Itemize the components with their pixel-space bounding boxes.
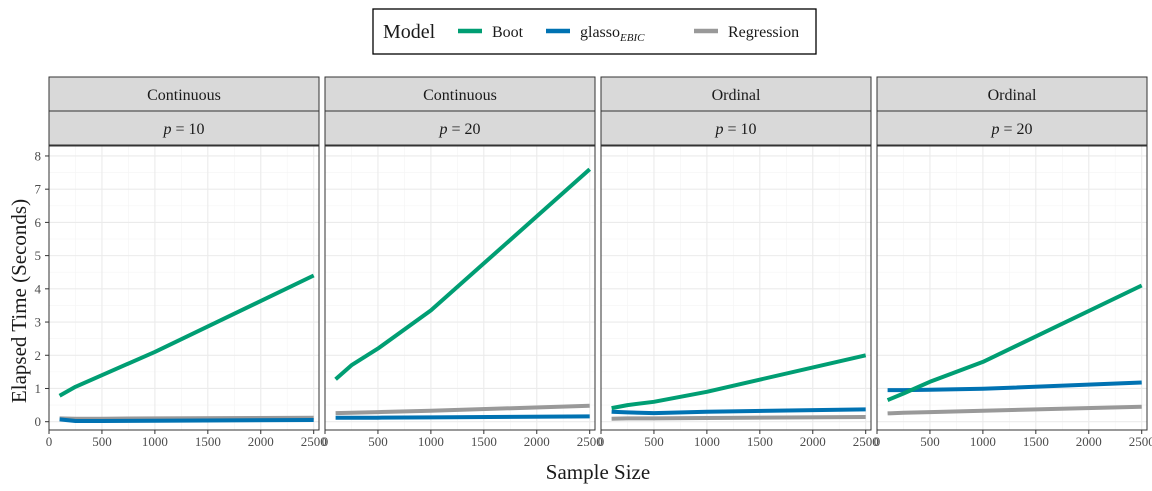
y-tick-label: 6	[35, 215, 42, 230]
legend-label-regression: Regression	[728, 24, 799, 41]
strip-variable: p	[438, 121, 447, 138]
strip-bottom-label: p = 20	[438, 121, 480, 138]
y-tick-label: 7	[35, 182, 42, 197]
x-tick-label: 1500	[1023, 434, 1049, 449]
x-tick-label: 2500	[1129, 434, 1152, 449]
strip-bottom-label: p = 10	[162, 121, 204, 138]
x-tick-label: 500	[368, 434, 388, 449]
x-tick-label: 1000	[142, 434, 168, 449]
x-tick-label: 1500	[747, 434, 773, 449]
strip-value: = 10	[171, 121, 204, 138]
y-axis-title: Elapsed Time (Seconds)	[7, 199, 31, 403]
y-tick-label: 3	[35, 315, 42, 330]
x-tick-label: 0	[322, 434, 329, 449]
x-tick-label: 0	[874, 434, 881, 449]
strip-variable: p	[162, 121, 171, 138]
strip-value: = 20	[999, 121, 1032, 138]
series-line-glasso	[336, 416, 590, 417]
strip-value: = 10	[723, 121, 756, 138]
y-tick-label: 4	[35, 281, 42, 296]
x-tick-label: 0	[598, 434, 605, 449]
x-tick-label: 1000	[418, 434, 444, 449]
series-line-glasso	[60, 419, 314, 421]
strip-bottom-label: p = 10	[714, 121, 756, 138]
x-tick-label: 1500	[471, 434, 497, 449]
x-tick-label: 500	[920, 434, 940, 449]
legend-label-boot: Boot	[492, 24, 524, 41]
y-tick-label: 1	[35, 381, 42, 396]
legend-label-subscript: EBIC	[619, 32, 645, 44]
strip-top-label: Continuous	[423, 87, 497, 104]
x-tick-label: 0	[46, 434, 53, 449]
x-tick-label: 2000	[1076, 434, 1102, 449]
plot-area	[601, 146, 871, 430]
x-tick-label: 1500	[195, 434, 221, 449]
y-tick-label: 5	[35, 248, 42, 263]
y-tick-label: 0	[35, 414, 42, 429]
strip-top-label: Ordinal	[988, 87, 1037, 104]
strip-variable: p	[990, 121, 999, 138]
strip-variable: p	[714, 121, 723, 138]
strip-top-label: Continuous	[147, 87, 221, 104]
x-tick-label: 1000	[970, 434, 996, 449]
facet-panel-4: Ordinal p = 20 0 500 1000 1500 2000 2500	[874, 77, 1152, 449]
strip-top-label: Ordinal	[712, 87, 761, 104]
x-axis-title: Sample Size	[546, 460, 650, 484]
strip-bottom-label: p = 20	[990, 121, 1032, 138]
y-tick-label: 8	[35, 148, 42, 163]
x-tick-label: 500	[644, 434, 664, 449]
x-tick-label: 2000	[800, 434, 826, 449]
x-tick-label: 2000	[524, 434, 550, 449]
series-line-regression	[612, 417, 866, 419]
legend-title: Model	[383, 21, 436, 43]
y-tick-label: 2	[35, 348, 42, 363]
x-tick-label: 500	[92, 434, 112, 449]
plot-area	[325, 146, 595, 430]
plot-area	[49, 146, 319, 430]
strip-value: = 20	[447, 121, 480, 138]
x-tick-label: 2000	[248, 434, 274, 449]
x-tick-label: 1000	[694, 434, 720, 449]
